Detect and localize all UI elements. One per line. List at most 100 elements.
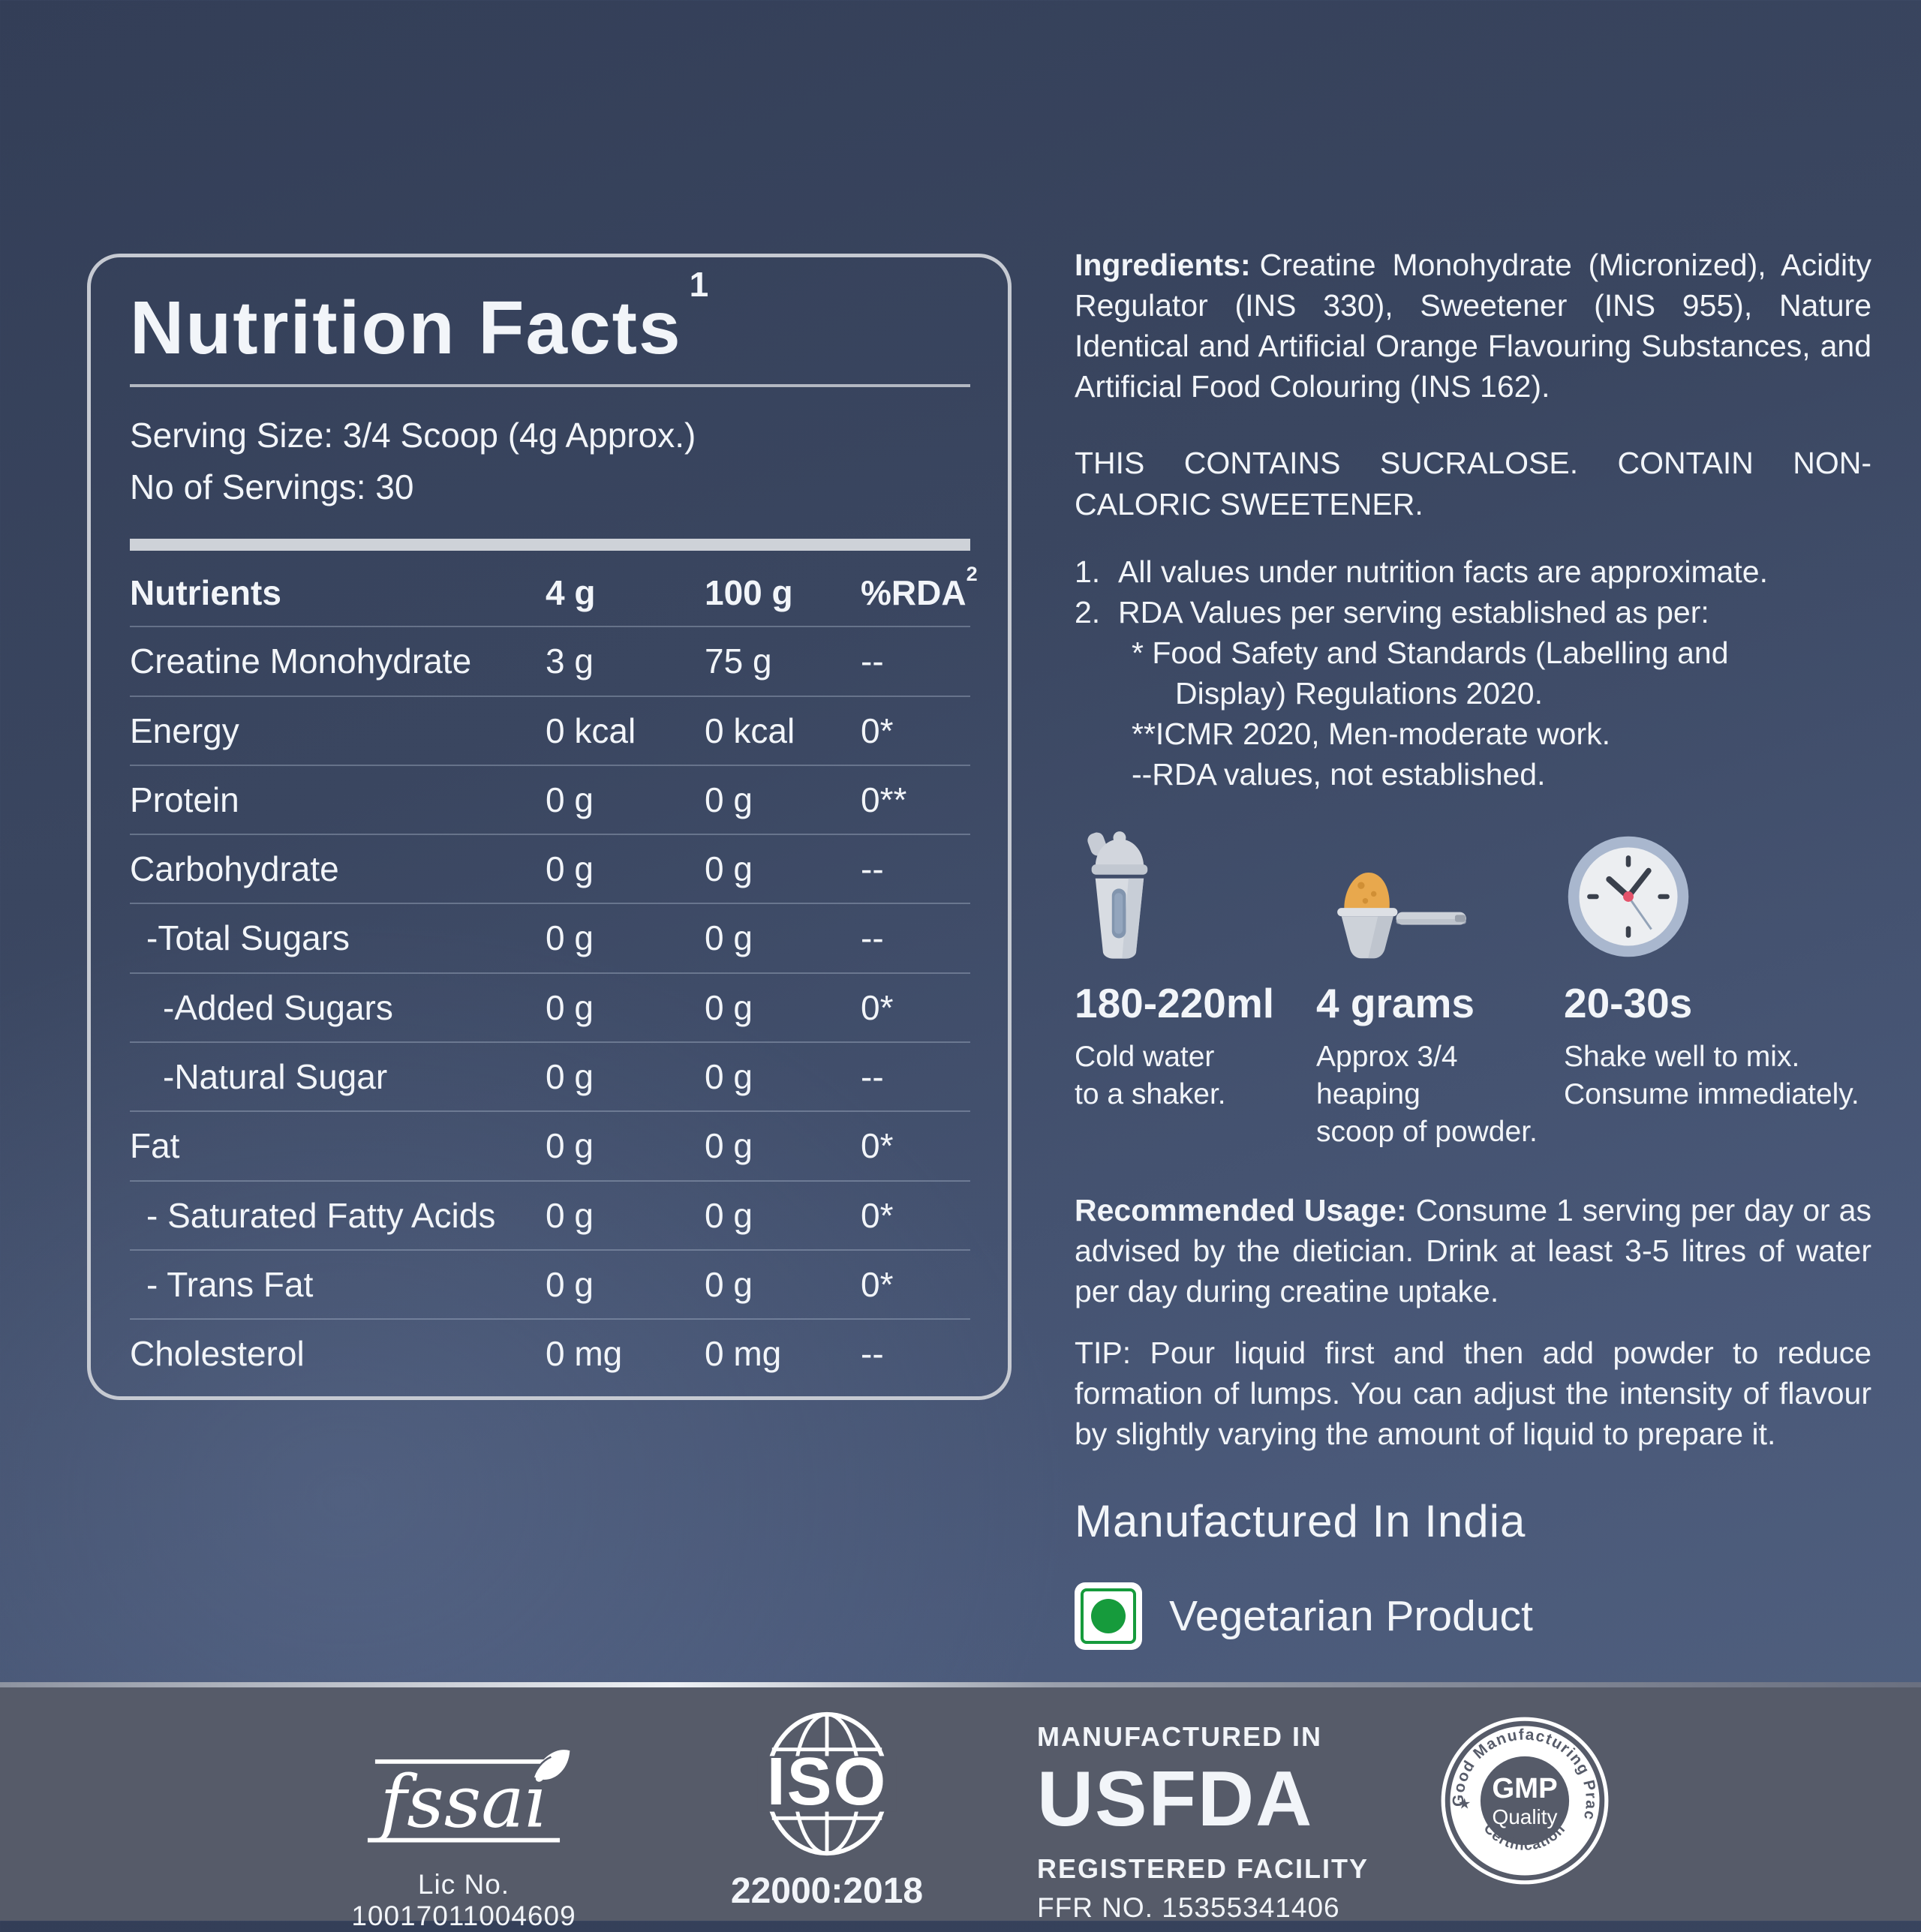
nutrient-value-rda: 0** (861, 780, 907, 819)
nutrient-value-100g: 75 g (705, 641, 772, 681)
nutrient-value-4g: 0 g (546, 1195, 594, 1235)
ingredients-paragraph: Ingredients: Creatine Monohydrate (Micron… (1075, 245, 1871, 407)
recommended-usage-text: Consume 1 serving per day or as advised … (1075, 1192, 1871, 1309)
clock-icon (1564, 828, 1871, 961)
nutrient-value-100g: 0 g (705, 987, 753, 1027)
iso-logo-text: ISO (767, 1744, 887, 1819)
title-divider (130, 384, 970, 387)
step-shake-line1: Shake well to mix. (1564, 1040, 1800, 1073)
nutrient-label: Cholesterol (130, 1334, 305, 1374)
table-row: Energy 0 kcal 0 kcal 0* (130, 695, 970, 765)
usfda-line1: MANUFACTURED IN (1037, 1721, 1322, 1752)
usfda-line3: REGISTERED FACILITY (1037, 1853, 1369, 1884)
table-row: - Trans Fat 0 g 0 g 0* (130, 1248, 970, 1318)
nutrient-label: Creatine Monohydrate (130, 641, 472, 681)
footnote-2-sub2: **ICMR 2020, Men-moderate work. (1132, 717, 1611, 752)
nutrient-label: Fat (130, 1126, 180, 1166)
nutrient-label: -Total Sugars (146, 918, 350, 958)
nutrient-label: - Trans Fat (146, 1264, 314, 1304)
usfda-line2: USFDA (1037, 1756, 1314, 1843)
tip-paragraph: TIP: Pour liquid first and then add powd… (1075, 1335, 1871, 1452)
vegetarian-row: Vegetarian Product (1075, 1582, 1871, 1651)
table-row: - Saturated Fatty Acids 0 g 0 g 0* (130, 1179, 970, 1249)
nutrient-value-100g: 0 g (705, 849, 753, 889)
table-row: Fat 0 g 0 g 0* (130, 1110, 970, 1179)
shaker-icon (1075, 828, 1316, 961)
nutrient-value-4g: 0 g (546, 1264, 594, 1304)
footnote-1-number: 1. (1075, 554, 1101, 589)
step-water: 180-220ml Cold water to a shaker. (1075, 828, 1316, 1150)
nutrient-label: Carbohydrate (130, 849, 339, 889)
scoop-icon (1316, 828, 1564, 961)
gmp-seal: Good Manufacturing Practice Certificatio… (1434, 1702, 1610, 1890)
table-row: Carbohydrate 0 g 0 g -- (130, 834, 970, 903)
fssai-license-number: Lic No. 10017011004609 (351, 1869, 576, 1931)
iso-block: ISO 22000:2018 (722, 1709, 932, 1912)
col-rda: %RDA2 (861, 563, 978, 611)
col-nutrients: Nutrients (130, 573, 281, 612)
nutrient-value-rda: 0* (861, 1264, 894, 1304)
nutrient-value-rda: -- (861, 1057, 884, 1097)
nutrient-value-rda: 0* (861, 987, 894, 1027)
recommended-usage-paragraph: Recommended Usage: Consume 1 serving per … (1075, 1190, 1871, 1312)
usage-steps: 180-220ml Cold water to a shaker. (1075, 828, 1871, 1150)
step-water-line2: to a shaker. (1075, 1077, 1226, 1110)
footer-bar: fssai Lic No. 10017011004609 ISO 22000:2… (0, 1682, 1921, 1931)
step-scoop-caption: Approx 3/4 heaping scoop of powder. (1316, 1038, 1564, 1151)
nutrient-value-100g: 0 g (705, 918, 753, 958)
nutrition-panel: Nutrition Facts1 Serving Size: 3/4 Scoop… (87, 254, 1012, 1400)
nutrient-value-100g: 0 g (705, 1057, 753, 1097)
nutrient-value-rda: -- (861, 641, 884, 681)
page-title-text: Nutrition Facts (130, 286, 682, 370)
nutrients-table-body: Creatine Monohydrate 3 g 75 g -- Energy … (130, 626, 970, 1387)
table-row: Cholesterol 0 mg 0 mg -- (130, 1318, 970, 1387)
gmp-star-icon: ★ (1458, 1795, 1472, 1812)
nutrient-value-4g: 0 g (546, 1057, 594, 1097)
footnote-2: 2. RDA Values per serving established as… (1075, 592, 1871, 632)
nutrient-value-100g: 0 mg (705, 1334, 782, 1374)
step-water-line1: Cold water (1075, 1040, 1215, 1073)
step-scoop-value: 4 grams (1316, 980, 1475, 1027)
nutrient-value-4g: 0 kcal (546, 711, 636, 750)
nutrient-value-100g: 0 g (705, 1126, 753, 1166)
iso-standard-number: 22000:2018 (730, 1871, 924, 1911)
nutrient-value-rda: -- (861, 849, 884, 889)
step-scoop-line2: scoop of powder. (1316, 1115, 1538, 1148)
sweetener-note: THIS CONTAINS SUCRALOSE. CONTAIN NON-CAL… (1075, 446, 1871, 521)
step-shake-caption: Shake well to mix. Consume immediately. (1564, 1038, 1871, 1113)
made-in-india-heading: Manufactured In India (1075, 1496, 1526, 1547)
nutrients-table-header: Nutrients 4 g 100 g %RDA2 (130, 555, 978, 626)
nutrient-value-100g: 0 g (705, 1195, 753, 1235)
nutrient-value-rda: 0* (861, 711, 894, 750)
footnote-2-sub1: * Food Safety and Standards (Labelling a… (1132, 635, 1729, 670)
table-row: Protein 0 g 0 g 0** (130, 764, 970, 834)
right-column: Ingredients: Creatine Monohydrate (Micron… (1075, 245, 1871, 1732)
servings-count-line: No of Servings: 30 (130, 467, 414, 506)
recommended-usage-label: Recommended Usage: (1075, 1192, 1407, 1227)
step-shake: 20-30s Shake well to mix. Consume immedi… (1564, 828, 1871, 1150)
usfda-line4: FFR NO. 15355341406 (1037, 1892, 1340, 1923)
step-water-value: 180-220ml (1075, 980, 1275, 1027)
gmp-center-subtext: Quality (1492, 1805, 1557, 1828)
col-rda-footnote-marker: 2 (966, 562, 978, 585)
footnote-2-number: 2. (1075, 594, 1101, 629)
footnotes-list: 1. All values under nutrition facts are … (1075, 551, 1871, 795)
table-row: -Added Sugars 0 g 0 g 0* (130, 972, 970, 1041)
nutrient-value-4g: 0 g (546, 987, 594, 1027)
nutrient-value-4g: 3 g (546, 641, 594, 681)
nutrient-value-100g: 0 kcal (705, 711, 795, 750)
col-100g: 100 g (705, 573, 793, 612)
footnote-1: 1. All values under nutrition facts are … (1075, 551, 1871, 592)
nutrient-value-100g: 0 g (705, 780, 753, 819)
ingredients-text: Creatine Monohydrate (Micronized), Acidi… (1075, 248, 1871, 404)
nutrient-label: -Added Sugars (163, 987, 393, 1027)
nutrient-value-rda: 0* (861, 1126, 894, 1166)
page-title-footnote-marker: 1 (689, 264, 711, 304)
veg-mark-icon (1075, 1582, 1142, 1651)
step-water-caption: Cold water to a shaker. (1075, 1038, 1316, 1113)
nutrient-value-100g: 0 g (705, 1264, 753, 1304)
nutrient-value-4g: 0 mg (546, 1334, 623, 1374)
nutrient-value-rda: -- (861, 1334, 884, 1374)
veg-mark-dot (1091, 1599, 1126, 1634)
